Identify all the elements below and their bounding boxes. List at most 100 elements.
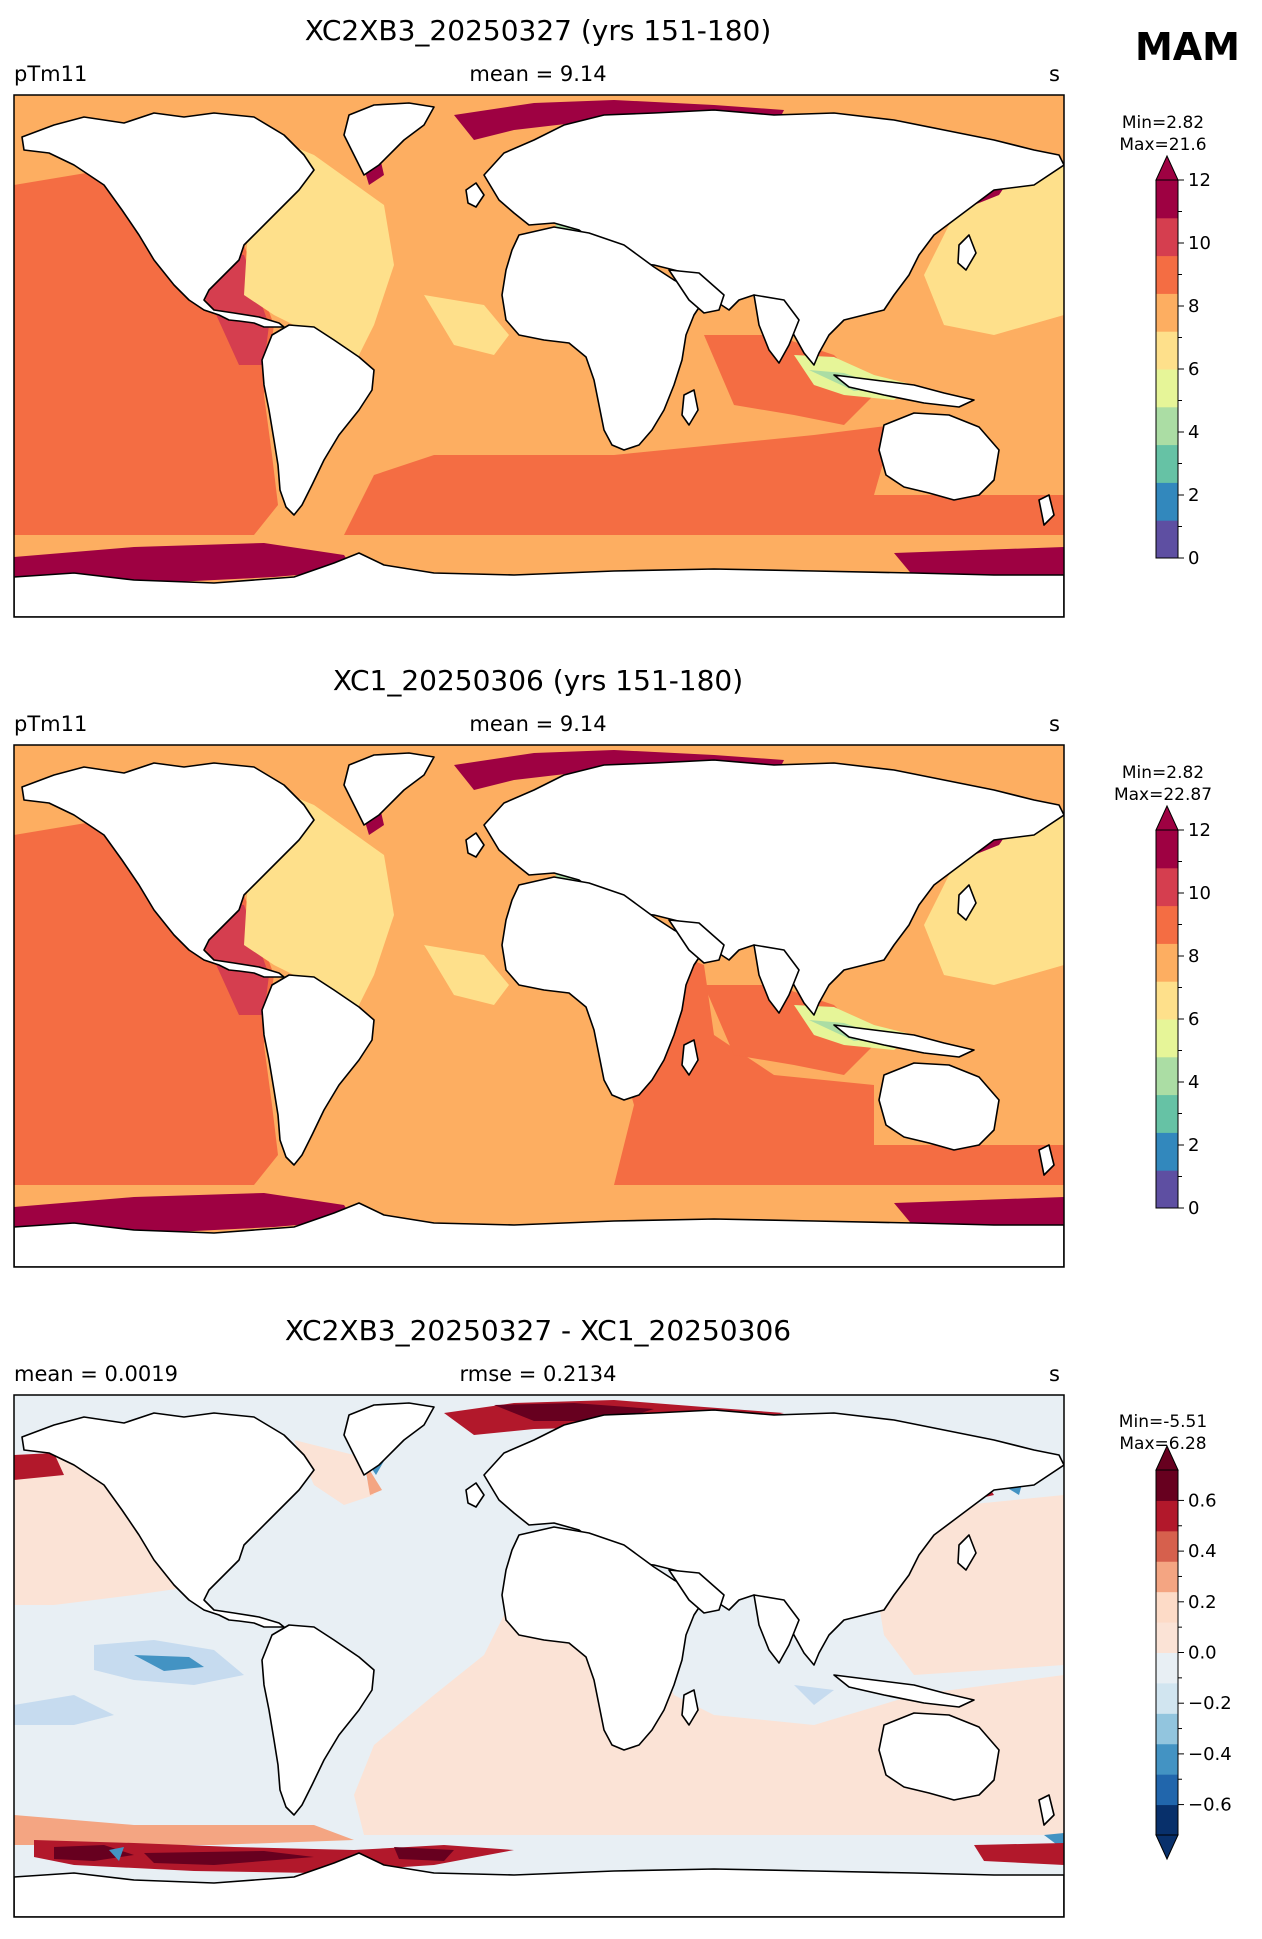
colorbar: 0 2 4 6 8 10 12 — [1155, 154, 1211, 569]
land-madagascar — [681, 1039, 699, 1076]
units-label: s — [1049, 712, 1060, 736]
map-frame — [13, 744, 1065, 1268]
colorbar-segment — [1156, 1019, 1178, 1058]
colorbar-tick-label: 12 — [1188, 820, 1211, 841]
land-greenland — [343, 102, 435, 176]
colorbar-segment — [1156, 1094, 1178, 1133]
land-new-zealand — [1038, 494, 1055, 526]
colorbar-tick-label: 8 — [1188, 946, 1199, 967]
map-panel-2: XC1_20250306 (yrs 151-180) pTm11 mean = … — [13, 664, 1212, 1268]
colorbar-tick-label: −0.2 — [1188, 1693, 1232, 1714]
land-uk — [465, 832, 485, 858]
land-indonesia — [833, 1674, 975, 1708]
map-frame — [13, 1394, 1065, 1918]
land-africa — [501, 226, 705, 451]
colorbar-segment — [1156, 981, 1178, 1020]
colorbar-tick-label: 0.2 — [1188, 1592, 1217, 1613]
land-north-america — [21, 1412, 315, 1628]
colorbar-tick-label: 8 — [1188, 296, 1199, 317]
land-greenland — [343, 752, 435, 826]
colorbar-segment — [1156, 255, 1178, 294]
colorbar-segment — [1156, 369, 1178, 408]
colorbar-tick-label: 2 — [1188, 485, 1199, 506]
land-uk — [465, 1482, 485, 1508]
colorbar-segment — [1156, 1591, 1178, 1623]
colorbar-min: Min=2.82 — [1122, 763, 1204, 783]
colorbar-tick-label: 4 — [1188, 1072, 1199, 1093]
land-japan — [957, 234, 977, 271]
land-south-america — [261, 324, 375, 516]
land-greenland — [343, 1402, 435, 1476]
land-india — [753, 944, 800, 1014]
colorbar-segment — [1156, 943, 1178, 982]
colorbar-segment — [1156, 1682, 1178, 1714]
units-label: s — [1049, 1362, 1060, 1386]
variable-label: pTm11 — [14, 712, 87, 736]
panel-title: XC2XB3_20250327 - XC1_20250306 — [285, 1314, 791, 1347]
land-arabia — [668, 1569, 725, 1614]
colorbar-tick-label: 2 — [1188, 1135, 1199, 1156]
colorbar: −0.6 −0.4 −0.2 0.0 0.2 0.4 0.6 — [1155, 1444, 1232, 1861]
colorbar-segment — [1156, 217, 1178, 257]
mean-label: mean = 0.0019 — [14, 1362, 178, 1386]
map-field — [14, 95, 1064, 617]
colorbar-segment — [1156, 331, 1178, 370]
land-india — [753, 294, 800, 364]
map-field — [14, 745, 1064, 1267]
colorbar-tick-label: −0.6 — [1188, 1795, 1232, 1816]
colorbar-tick-label: 0 — [1188, 1198, 1199, 1219]
land-arabia — [668, 269, 725, 314]
colorbar-segment — [1156, 180, 1178, 219]
colorbar-segment — [1156, 1804, 1178, 1836]
colorbar-segment — [1156, 1530, 1178, 1562]
colorbar: 0 2 4 6 8 10 12 — [1155, 804, 1211, 1219]
colorbar-tick-label: −0.4 — [1188, 1744, 1232, 1765]
colorbar-tick-label: 0.0 — [1188, 1643, 1217, 1664]
land-madagascar — [681, 389, 699, 426]
colorbar-segment — [1156, 1652, 1178, 1684]
colorbar-tick-label: 0.6 — [1188, 1490, 1217, 1511]
colorbar-segment — [1156, 830, 1178, 869]
mean-label: mean = 9.14 — [469, 712, 606, 736]
colorbar-segment — [1156, 1622, 1178, 1653]
colorbar-segment — [1156, 293, 1178, 332]
land-uk — [465, 182, 485, 208]
colorbar-segment — [1156, 1561, 1178, 1593]
colorbar-tick-label: 0 — [1188, 548, 1199, 569]
land-india — [753, 1594, 800, 1664]
colorbar-tick-label: 10 — [1188, 233, 1211, 254]
colorbar-extend-min — [1155, 1834, 1179, 1861]
colorbar-tick-label: 4 — [1188, 422, 1199, 443]
colorbar-max: Max=6.28 — [1119, 1434, 1206, 1454]
land-antarctica — [14, 1202, 1064, 1267]
colorbar-segment — [1156, 1170, 1178, 1209]
colorbar-min: Min=-5.51 — [1119, 1412, 1207, 1432]
land-new-zealand — [1038, 1794, 1055, 1826]
land-antarctica — [14, 552, 1064, 617]
colorbar-segment — [1156, 1774, 1178, 1806]
colorbar-segment — [1156, 1056, 1178, 1096]
map-frame — [13, 94, 1065, 618]
colorbar-segment — [1156, 1713, 1178, 1745]
map-field — [14, 1395, 1064, 1917]
map-panel-1: XC2XB3_20250327 (yrs 151-180) pTm11 mean… — [13, 14, 1211, 618]
colorbar-tick-label: 6 — [1188, 359, 1199, 380]
land-antarctica — [14, 1852, 1064, 1917]
colorbar-segment — [1156, 520, 1178, 559]
land-japan — [957, 1534, 977, 1571]
land-arabia — [668, 919, 725, 964]
land-indonesia — [833, 374, 975, 408]
land-madagascar — [681, 1689, 699, 1726]
land-africa — [501, 876, 705, 1101]
colorbar-extend-max — [1155, 154, 1179, 181]
colorbar-segment — [1156, 444, 1178, 483]
land-japan — [957, 884, 977, 921]
panel-title: XC1_20250306 (yrs 151-180) — [333, 664, 743, 697]
colorbar-tick-label: 12 — [1188, 170, 1211, 191]
panel-title: XC2XB3_20250327 (yrs 151-180) — [305, 14, 772, 47]
colorbar-min: Min=2.82 — [1122, 113, 1204, 133]
colorbar-segment — [1156, 905, 1178, 944]
colorbar-segment — [1156, 1743, 1178, 1775]
land-south-america — [261, 974, 375, 1166]
colorbar-segment — [1156, 482, 1178, 521]
